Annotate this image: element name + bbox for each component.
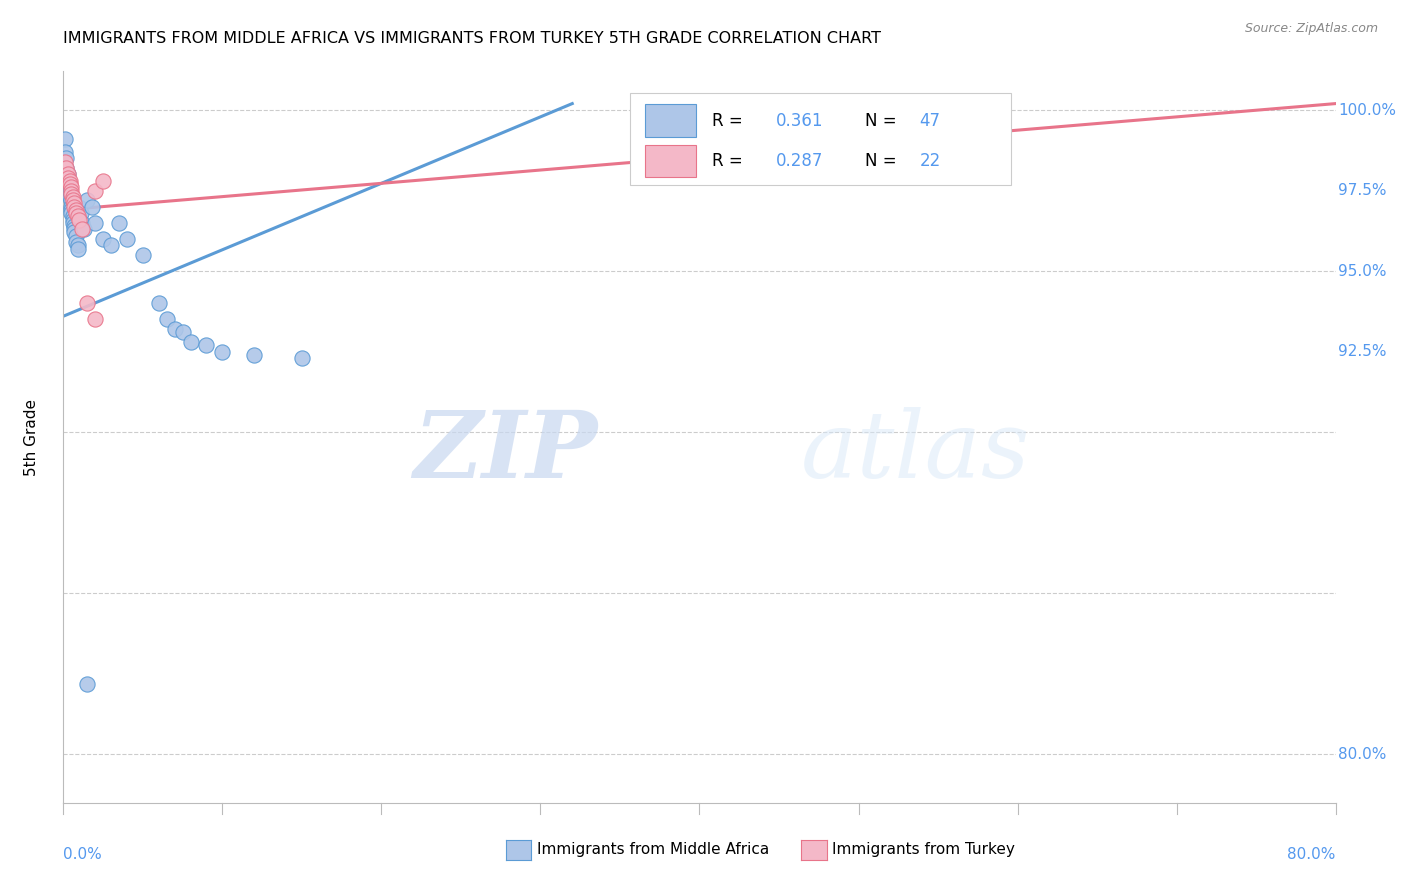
Point: [65, 202, 87, 217]
Point: [65, 228, 87, 243]
Point: [59, 186, 82, 201]
Point: [63, 196, 86, 211]
Text: ZIP: ZIP: [413, 407, 598, 497]
Point: [63, 222, 86, 236]
Point: [67, 212, 90, 227]
Point: [69, 206, 91, 220]
Point: [55, 161, 77, 175]
Point: [55, 161, 77, 175]
Point: [108, 216, 131, 230]
Text: Source: ZipAtlas.com: Source: ZipAtlas.com: [1244, 22, 1378, 36]
Point: [291, 351, 314, 365]
Point: [76, 676, 98, 690]
Point: [67, 200, 90, 214]
Point: [59, 184, 82, 198]
Point: [80, 200, 103, 214]
Point: [56, 168, 79, 182]
Point: [56, 174, 79, 188]
Point: [163, 322, 186, 336]
Point: [72, 216, 94, 230]
Point: [148, 296, 170, 310]
Text: 97.5%: 97.5%: [1339, 183, 1386, 198]
Text: IMMIGRANTS FROM MIDDLE AFRICA VS IMMIGRANTS FROM TURKEY 5TH GRADE CORRELATION CH: IMMIGRANTS FROM MIDDLE AFRICA VS IMMIGRA…: [63, 31, 882, 46]
Text: N =: N =: [865, 112, 901, 130]
Text: Immigrants from Middle Africa: Immigrants from Middle Africa: [537, 842, 769, 856]
Point: [60, 202, 83, 217]
Text: R =: R =: [713, 112, 748, 130]
Point: [63, 226, 86, 240]
Point: [65, 235, 87, 249]
Point: [66, 210, 89, 224]
Point: [60, 200, 83, 214]
Point: [76, 193, 98, 207]
Point: [60, 180, 83, 194]
Point: [60, 186, 83, 201]
Point: [180, 334, 202, 349]
Point: [84, 184, 107, 198]
Point: [60, 184, 83, 198]
Point: [55, 152, 77, 166]
Point: [53, 145, 76, 159]
Point: [211, 344, 233, 359]
Bar: [645, 145, 696, 178]
Point: [84, 216, 107, 230]
Point: [56, 168, 79, 182]
Point: [91, 174, 114, 188]
Text: 80.0%: 80.0%: [1339, 747, 1386, 762]
Point: [63, 219, 86, 233]
Point: [62, 190, 84, 204]
Point: [59, 190, 82, 204]
Text: 92.5%: 92.5%: [1339, 344, 1386, 359]
Text: 5th Grade: 5th Grade: [24, 399, 39, 475]
Point: [62, 210, 84, 224]
Point: [56, 180, 79, 194]
Point: [195, 338, 218, 352]
Text: 95.0%: 95.0%: [1339, 264, 1386, 278]
Point: [62, 216, 84, 230]
Text: 0.0%: 0.0%: [63, 847, 103, 862]
Point: [56, 170, 79, 185]
Point: [66, 238, 89, 252]
Text: 0.287: 0.287: [776, 153, 823, 170]
Point: [72, 222, 94, 236]
Text: 80.0%: 80.0%: [1288, 847, 1336, 862]
Point: [73, 222, 96, 236]
Point: [91, 232, 114, 246]
Point: [66, 242, 89, 256]
Point: [100, 238, 122, 252]
Point: [56, 170, 79, 185]
Point: [60, 206, 83, 220]
Point: [53, 154, 76, 169]
Point: [59, 177, 82, 191]
Point: [243, 348, 266, 362]
Point: [115, 232, 138, 246]
Text: 0.361: 0.361: [776, 112, 824, 130]
Point: [63, 200, 86, 214]
Text: atlas: atlas: [801, 407, 1031, 497]
Point: [62, 212, 84, 227]
FancyBboxPatch shape: [630, 94, 1011, 185]
Point: [59, 174, 82, 188]
Point: [172, 326, 194, 340]
Text: Immigrants from Turkey: Immigrants from Turkey: [832, 842, 1015, 856]
Text: N =: N =: [865, 153, 901, 170]
Point: [53, 132, 76, 146]
Point: [132, 248, 155, 262]
Text: 22: 22: [920, 153, 941, 170]
Bar: [645, 104, 696, 137]
Text: R =: R =: [713, 153, 748, 170]
Point: [84, 312, 107, 326]
Point: [60, 193, 83, 207]
Point: [62, 193, 84, 207]
Text: 100.0%: 100.0%: [1339, 103, 1396, 118]
Point: [76, 296, 98, 310]
Point: [156, 312, 179, 326]
Point: [65, 206, 87, 220]
Text: 47: 47: [920, 112, 941, 130]
